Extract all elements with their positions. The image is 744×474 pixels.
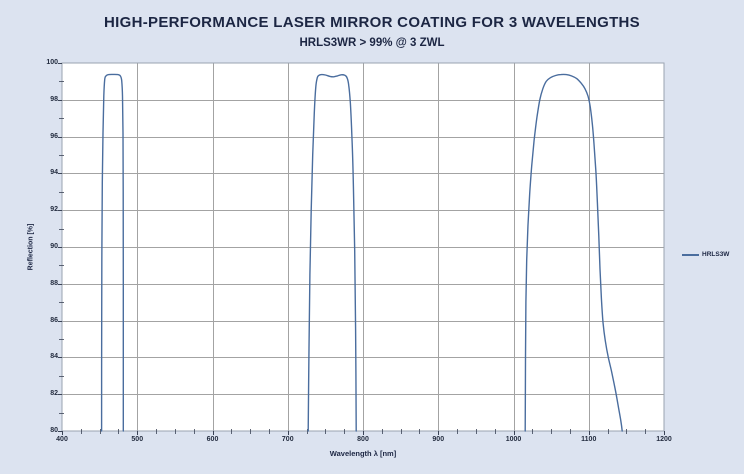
y-tick-label: 92	[50, 206, 58, 214]
y-tick-label: 98	[50, 95, 58, 103]
x-tick-label: 800	[357, 436, 369, 443]
y-tick-label: 94	[50, 169, 58, 177]
y-tick-label: 96	[50, 132, 58, 140]
y-tick-label: 80	[50, 427, 58, 434]
x-tick-label: 600	[206, 436, 219, 443]
y-tick-label: 100	[46, 59, 58, 66]
legend-label: HRLS3W	[702, 251, 730, 258]
legend: HRLS3W	[682, 251, 729, 258]
y-tick-label: 86	[50, 316, 58, 324]
reflectance-curve	[307, 73, 357, 432]
reflectance-curve	[524, 73, 623, 432]
chart-subtitle: HRLS3WR > 99% @ 3 ZWL	[299, 37, 445, 49]
chart-title: HIGH-PERFORMANCE LASER MIRROR COATING FO…	[104, 14, 640, 31]
legend-line-swatch	[682, 253, 699, 256]
x-tick-label: 700	[281, 436, 294, 443]
x-tick-label: 1100	[581, 436, 597, 443]
x-tick-label: 900	[432, 436, 445, 443]
y-tick-label: 82	[50, 390, 58, 398]
y-tick-label: 84	[50, 353, 58, 361]
reflectance-curve	[100, 73, 125, 432]
x-axis-label: Wavelength λ [nm]	[329, 449, 397, 458]
x-tick-label: 1000	[505, 436, 522, 443]
y-tick-label: 88	[50, 279, 58, 287]
x-tick-label: 1200	[656, 436, 672, 443]
y-tick-label: 90	[50, 243, 58, 250]
x-tick-label: 500	[131, 436, 144, 443]
x-tick-label: 400	[56, 436, 68, 443]
